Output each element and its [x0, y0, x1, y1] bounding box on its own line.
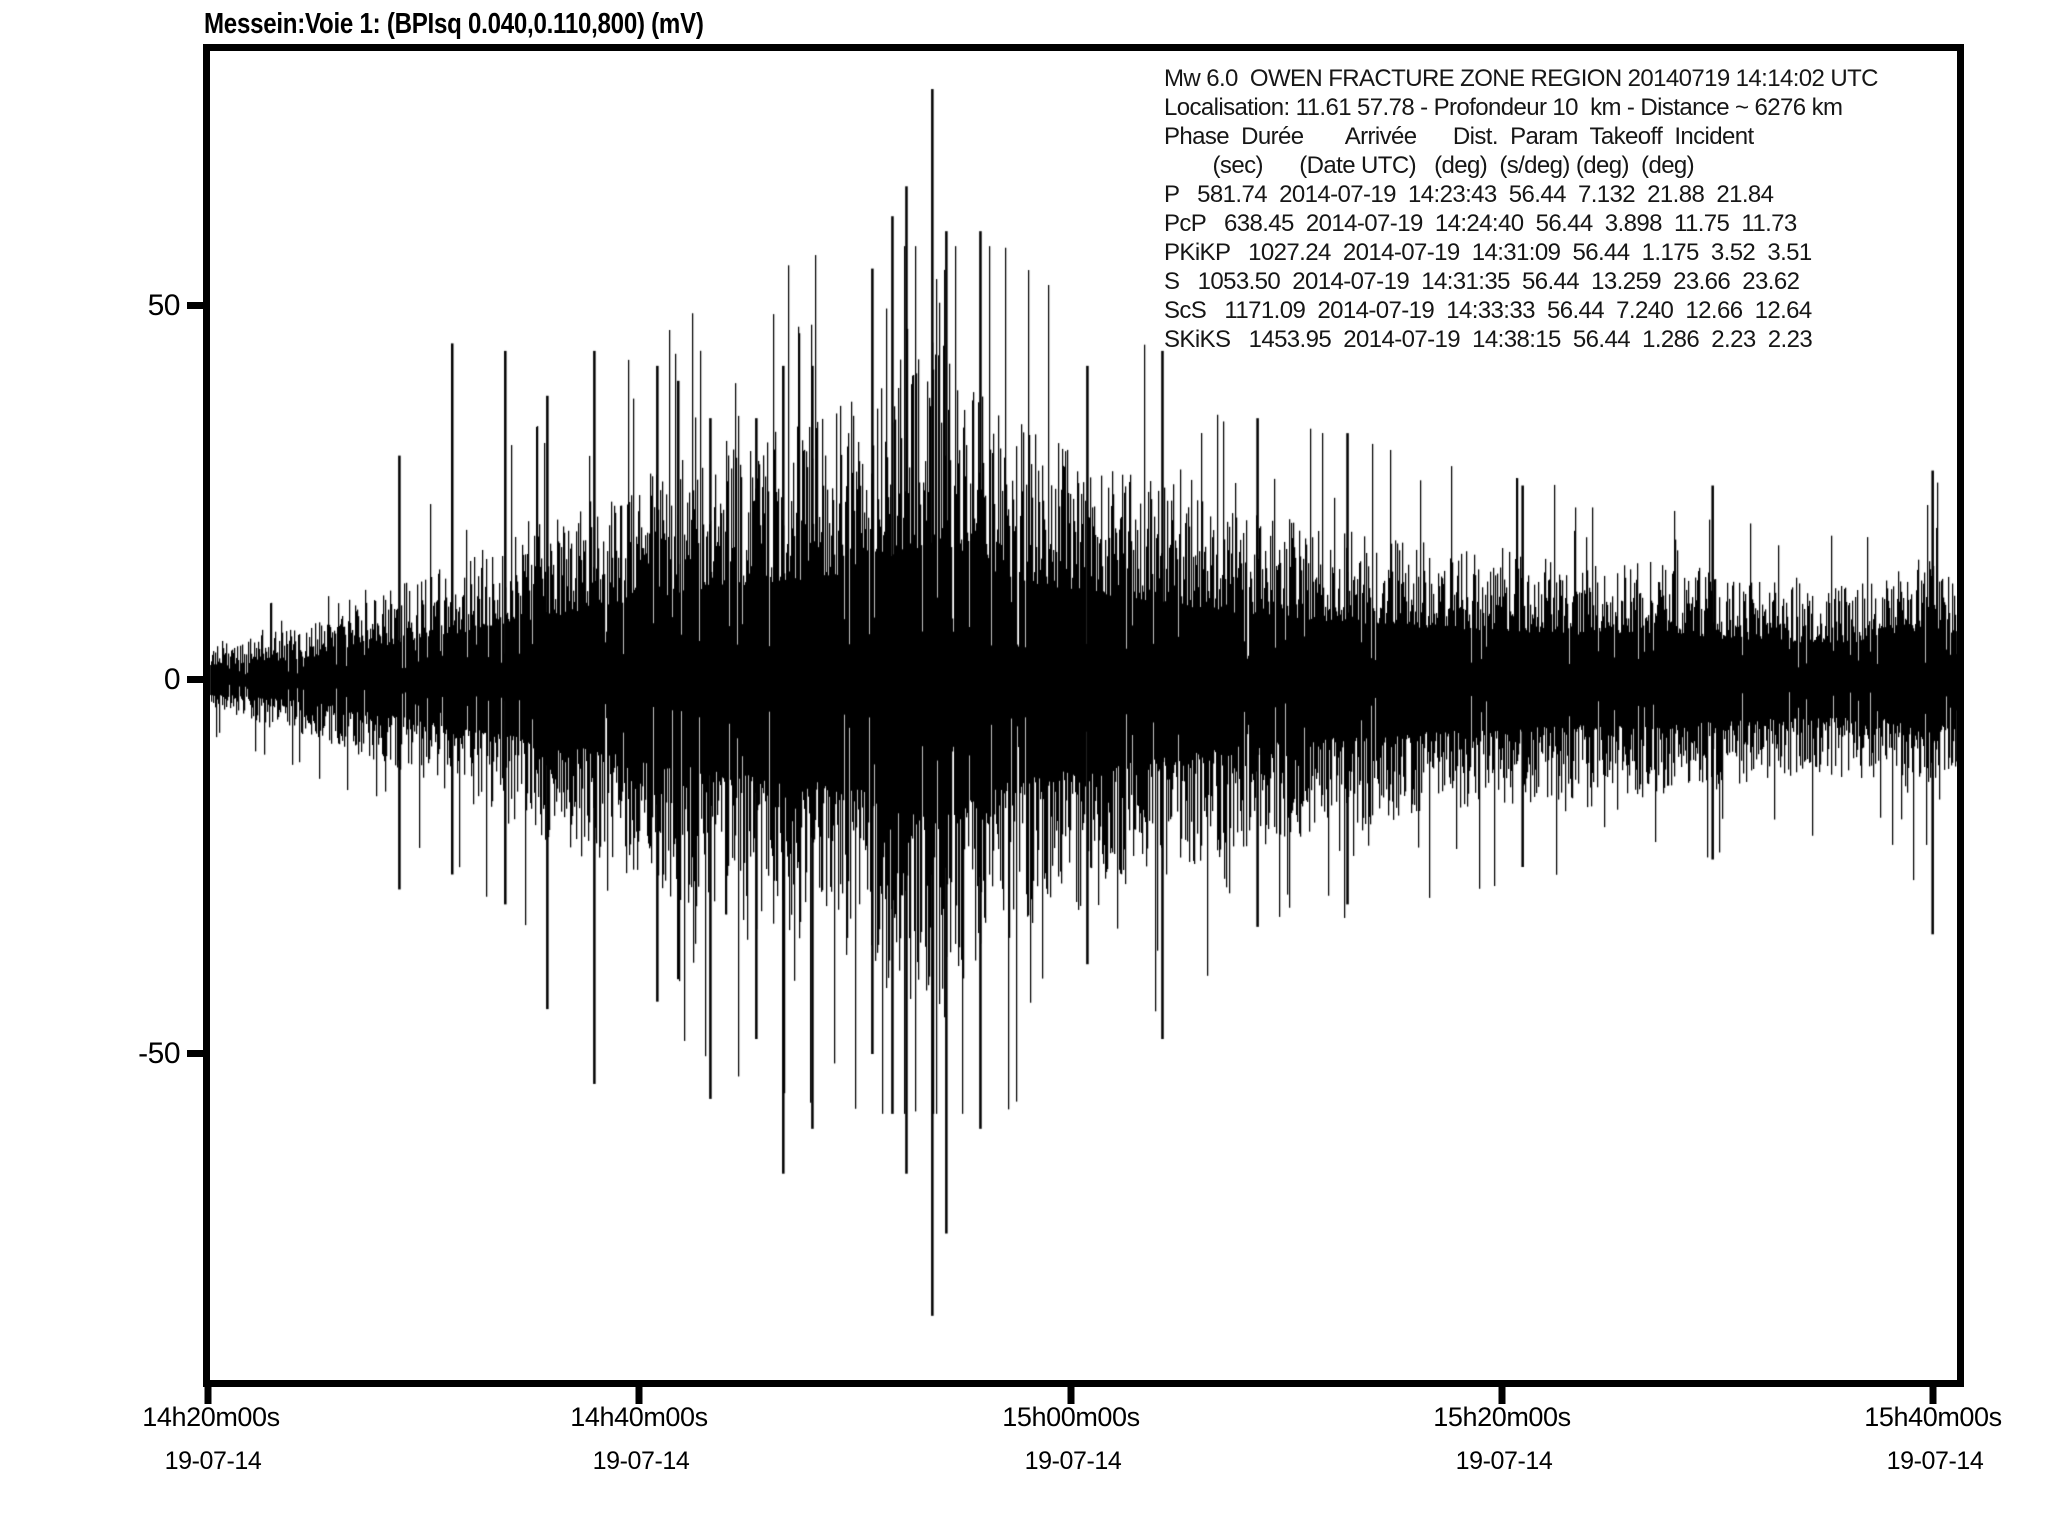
phase-row-s: S 1053.50 2014-07-19 14:31:35 56.44 13.2…	[1164, 268, 1800, 295]
event-info-box: Mw 6.0 OWEN FRACTURE ZONE REGION 2014071…	[1164, 64, 1879, 354]
x-tick-date-label: 19-07-14	[1886, 1447, 1984, 1475]
phase-table-header: Phase Durée Arrivée Dist. Param Takeoff …	[1164, 123, 1754, 150]
phase-row-pcp: PcP 638.45 2014-07-19 14:24:40 56.44 3.8…	[1164, 210, 1797, 237]
y-tick-minus50	[187, 1050, 204, 1057]
y-tick-label-minus50: -50	[138, 1037, 180, 1070]
y-tick-0	[187, 676, 204, 683]
x-tick-time-label: 15h00m00s	[1002, 1402, 1140, 1432]
x-tick-time-label: 15h20m00s	[1433, 1402, 1571, 1432]
x-tick-date-label: 19-07-14	[1024, 1447, 1122, 1475]
event-location-line: Localisation: 11.61 57.78 - Profondeur 1…	[1164, 94, 1843, 121]
x-tick-time-label: 14h20m00s	[142, 1402, 280, 1432]
x-tick-1420	[204, 1387, 212, 1404]
x-tick-1500	[1067, 1387, 1075, 1404]
y-tick-label-50: 50	[147, 289, 181, 322]
plot-frame	[203, 44, 1964, 1387]
y-tick-label-0: 0	[163, 663, 181, 696]
phase-table-units: (sec) (Date UTC) (deg) (s/deg) (deg) (de…	[1164, 152, 1695, 179]
phase-row-scs: ScS 1171.09 2014-07-19 14:33:33 56.44 7.…	[1164, 297, 1812, 324]
y-tick-50	[187, 302, 204, 309]
x-tick-date-label: 19-07-14	[592, 1447, 690, 1475]
x-tick-1440	[635, 1387, 643, 1404]
phase-row-pkikp: PKiKP 1027.24 2014-07-19 14:31:09 56.44 …	[1164, 239, 1812, 266]
event-summary-line: Mw 6.0 OWEN FRACTURE ZONE REGION 2014071…	[1164, 65, 1879, 92]
x-tick-date-label: 19-07-14	[1455, 1447, 1553, 1475]
x-tick-time-label: 14h40m00s	[570, 1402, 708, 1432]
x-tick-date-label: 19-07-14	[164, 1447, 262, 1475]
phase-row-p: P 581.74 2014-07-19 14:23:43 56.44 7.132…	[1164, 181, 1774, 208]
x-tick-1540	[1929, 1387, 1937, 1404]
x-tick-1520	[1498, 1387, 1506, 1404]
x-tick-time-label: 15h40m00s	[1864, 1402, 2002, 1432]
phase-row-skiks: SKiKS 1453.95 2014-07-19 14:38:15 56.44 …	[1164, 326, 1813, 353]
